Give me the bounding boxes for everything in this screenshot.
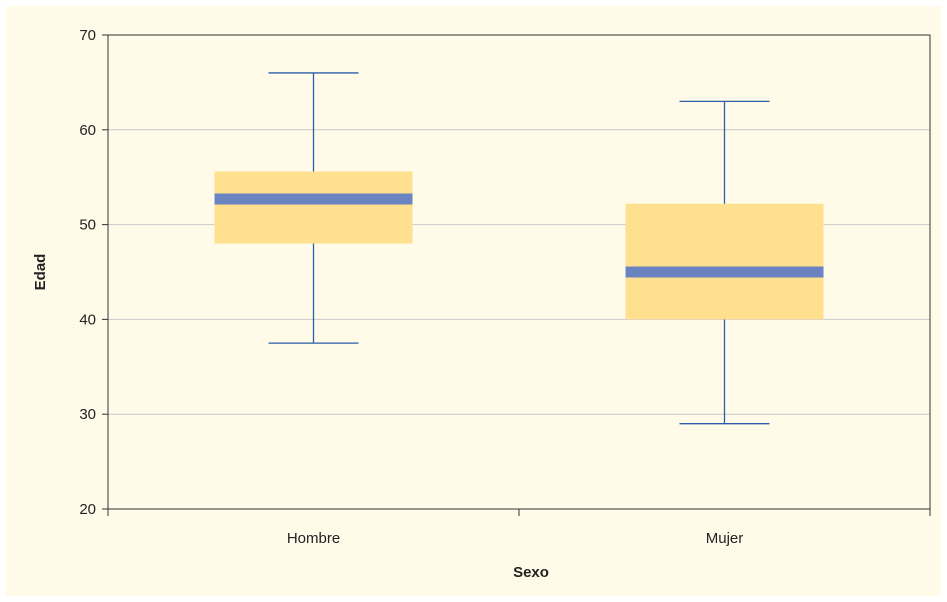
box-layer: [214, 72, 824, 425]
y-tick-label: 40: [79, 311, 96, 328]
x-tick-label: Hombre: [287, 530, 340, 547]
y-tick-label: 30: [79, 406, 96, 423]
x-tick-label: Mujer: [706, 530, 744, 547]
median-band: [214, 193, 413, 205]
y-tick-label: 60: [79, 122, 96, 139]
iqr-box: [625, 203, 824, 320]
y-tick-label: 50: [79, 217, 96, 234]
y-tick-label: 20: [79, 501, 96, 518]
iqr-box: [214, 171, 413, 244]
y-axis-title: Edad: [32, 254, 49, 291]
axis-layer: 20 30 40 50 60 70 Hombre Mujer: [79, 27, 931, 547]
x-axis-title: Sexo: [513, 564, 549, 581]
median-band: [625, 266, 824, 278]
y-tick-label: 70: [79, 27, 96, 44]
